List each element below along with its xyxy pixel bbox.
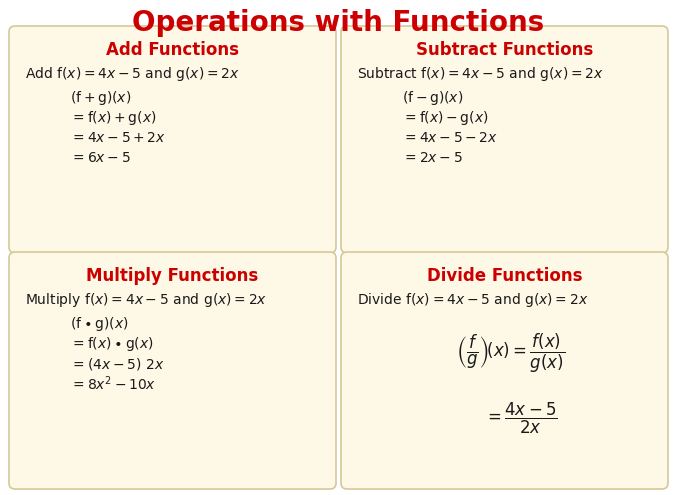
Text: $\mathrm{Multiply\ f}(x) = \mathrm{4}x - \mathrm{5\ and\ g}(x) = \mathrm{2}x$: $\mathrm{Multiply\ f}(x) = \mathrm{4}x -… xyxy=(25,291,267,309)
Text: $= (\mathrm{4}x - \mathrm{5})\ \mathrm{2}x$: $= (\mathrm{4}x - \mathrm{5})\ \mathrm{2… xyxy=(70,356,165,372)
Text: Add Functions: Add Functions xyxy=(106,41,239,59)
Text: $= \mathrm{f}(x) + \mathrm{g}(x)$: $= \mathrm{f}(x) + \mathrm{g}(x)$ xyxy=(70,109,156,127)
Text: $= \mathrm{f}(x) - \mathrm{g}(x)$: $= \mathrm{f}(x) - \mathrm{g}(x)$ xyxy=(402,109,489,127)
FancyBboxPatch shape xyxy=(341,26,668,253)
Text: $\mathrm{Divide\ f}(x) = \mathrm{4}x - \mathrm{5\ and\ g}(x) = \mathrm{2}x$: $\mathrm{Divide\ f}(x) = \mathrm{4}x - \… xyxy=(357,291,588,309)
FancyBboxPatch shape xyxy=(9,26,336,253)
Text: $\mathrm{Subtract\ f}(x) = \mathrm{4}x - \mathrm{5\ and\ g}(x) = \mathrm{2}x$: $\mathrm{Subtract\ f}(x) = \mathrm{4}x -… xyxy=(357,65,604,83)
Text: $= \mathrm{8}x^\mathrm{2} - \mathrm{10}x$: $= \mathrm{8}x^\mathrm{2} - \mathrm{10}x… xyxy=(70,375,156,394)
FancyBboxPatch shape xyxy=(341,252,668,489)
Text: Subtract Functions: Subtract Functions xyxy=(416,41,593,59)
Text: $(\mathrm{f + g})(x)$: $(\mathrm{f + g})(x)$ xyxy=(70,89,131,107)
Text: $(\mathrm{f} - \mathrm{g})(x)$: $(\mathrm{f} - \mathrm{g})(x)$ xyxy=(402,89,463,107)
Text: $= \mathrm{4}x - \mathrm{5} - \mathrm{2}x$: $= \mathrm{4}x - \mathrm{5} - \mathrm{2}… xyxy=(402,131,498,145)
Text: Operations with Functions: Operations with Functions xyxy=(132,9,544,37)
FancyBboxPatch shape xyxy=(9,252,336,489)
Text: $= \mathrm{6}x - \mathrm{5}$: $= \mathrm{6}x - \mathrm{5}$ xyxy=(70,151,131,165)
Text: $\mathrm{Add\ f}(x) = \mathrm{4}x - \mathrm{5\ and\ g}(x) = \mathrm{2}x$: $\mathrm{Add\ f}(x) = \mathrm{4}x - \mat… xyxy=(25,65,240,83)
Text: Divide Functions: Divide Functions xyxy=(427,267,582,285)
Text: $(\mathrm{f} \bullet \mathrm{g})(x)$: $(\mathrm{f} \bullet \mathrm{g})(x)$ xyxy=(70,315,129,333)
Text: Multiply Functions: Multiply Functions xyxy=(87,267,259,285)
Text: $\left(\dfrac{f}{g}\right)\!(x)=\dfrac{f(x)}{g(x)}$: $\left(\dfrac{f}{g}\right)\!(x)=\dfrac{f… xyxy=(456,331,565,375)
Text: $=\dfrac{4x-5}{2x}$: $=\dfrac{4x-5}{2x}$ xyxy=(484,400,558,436)
Text: $= \mathrm{f}(x) \bullet \mathrm{g}(x)$: $= \mathrm{f}(x) \bullet \mathrm{g}(x)$ xyxy=(70,335,154,353)
Text: $= \mathrm{2}x - \mathrm{5}$: $= \mathrm{2}x - \mathrm{5}$ xyxy=(402,151,462,165)
Text: $= \mathrm{4}x - \mathrm{5 + 2}x$: $= \mathrm{4}x - \mathrm{5 + 2}x$ xyxy=(70,131,166,145)
